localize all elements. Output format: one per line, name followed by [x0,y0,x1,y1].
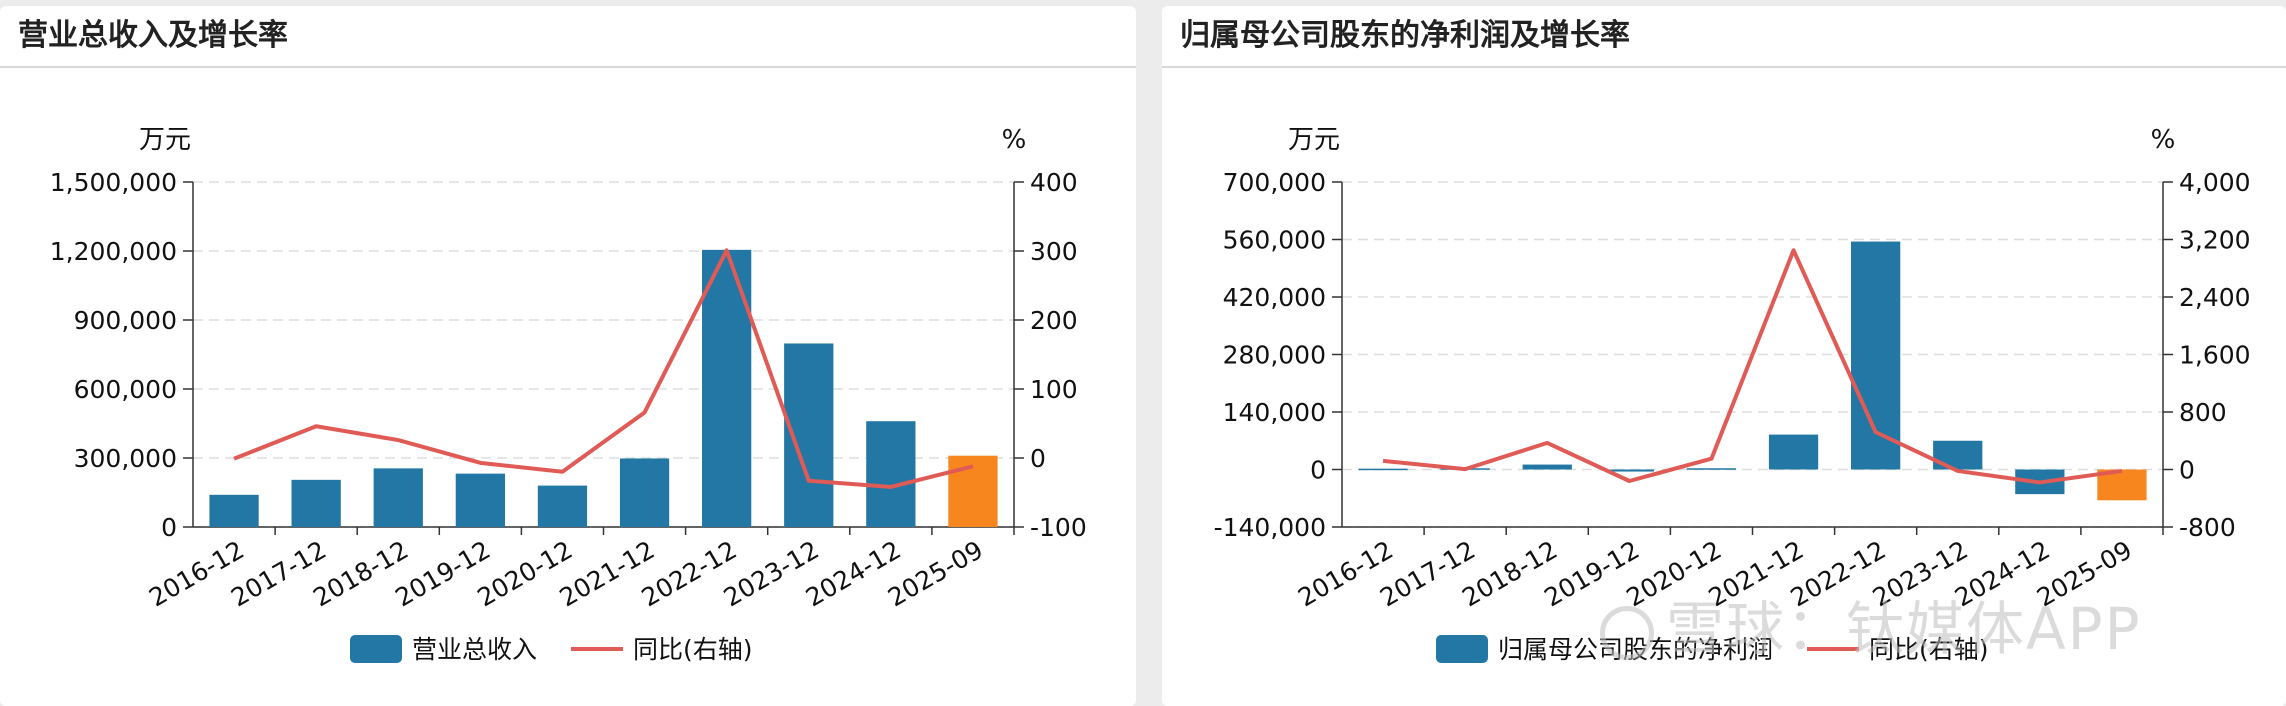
right-tick-label: -100 [1030,513,1087,542]
left-tick-label: 420,000 [1223,283,1326,312]
left-tick-label: 700,000 [1223,168,1326,197]
legend-line-label: 同比(右轴) [1869,635,1989,664]
revenue-panel: 营业总收入及增长率 1,500,000 1,200,000 900,000 600,0… [0,6,1136,706]
bar [619,458,670,527]
left-tick-label: 600,000 [74,375,177,404]
left-tick-label: 280,000 [1223,341,1326,370]
snowball-logo-icon [1600,605,1654,660]
left-tick-label: 900,000 [74,306,177,335]
x-tick-label: 2025-09 [883,535,988,612]
right-tick-label: 200 [1030,306,1078,335]
bar [1686,468,1737,470]
right-tick-label: 100 [1030,375,1078,404]
net-profit-chart: 700,000 560,000 420,000 280,000 140,000 0 -140… [1214,125,2251,664]
left-tick-label: 1,200,000 [50,237,177,266]
bar [209,494,259,527]
panel-divider [1162,66,2286,68]
left-tick-label: 560,000 [1223,226,1326,255]
right-tick-label: -800 [2179,513,2236,542]
left-tick-label: 1,500,000 [50,168,177,197]
growth-line [1382,248,2123,485]
legend-bar-swatch [1436,635,1488,663]
bar [702,249,752,527]
bar [1851,241,1901,470]
legend-bar-label: 营业总收入 [412,635,537,664]
left-tick-label: 140,000 [1223,398,1326,427]
right-unit-label: % [1002,125,1027,155]
bar [866,421,916,527]
bar [1933,440,1983,470]
net-profit-panel: 归属母公司股东的净利润及增长率 700,000 560,000 420,000 280… [1162,6,2286,706]
left-tick-label: 0 [1310,456,1326,485]
right-tick-label: 0 [2179,456,2195,485]
growth-line [233,248,974,489]
right-tick-label: 3,200 [2179,226,2251,255]
panel-divider [0,66,1136,68]
panel-title: 营业总收入及增长率 [18,18,288,53]
bar [373,468,423,527]
right-tick-label: 800 [2179,398,2227,427]
watermark: 雪球：钛媒体APP [1600,582,2142,666]
right-tick-label: 1,600 [2179,341,2251,370]
bar [1522,464,1572,470]
left-tick-label: 0 [161,513,177,542]
right-tick-label: 0 [1030,444,1046,473]
right-tick-label: 4,000 [2179,168,2251,197]
left-tick-label: -140,000 [1214,513,1326,542]
bar [1604,469,1654,472]
watermark-text: 雪球：钛媒体APP [1666,595,2142,663]
left-unit-label: 万元 [1288,125,1340,155]
left-unit-label: 万元 [139,125,191,155]
bar [291,479,341,527]
legend-bar-swatch [350,635,402,663]
right-unit-label: % [2151,125,2176,155]
panel-title: 归属母公司股东的净利润及增长率 [1180,18,1630,53]
revenue-chart: 1,500,000 1,200,000 900,000 600,000 300,000 0… [50,125,1087,664]
bar [537,485,588,527]
right-tick-label: 400 [1030,168,1078,197]
bar [1768,434,1819,470]
bar [1358,468,1408,471]
right-tick-label: 300 [1030,237,1078,266]
left-tick-label: 300,000 [74,444,177,473]
bar [455,473,505,527]
legend-line-label: 同比(右轴) [633,635,753,664]
right-tick-label: 2,400 [2179,283,2251,312]
